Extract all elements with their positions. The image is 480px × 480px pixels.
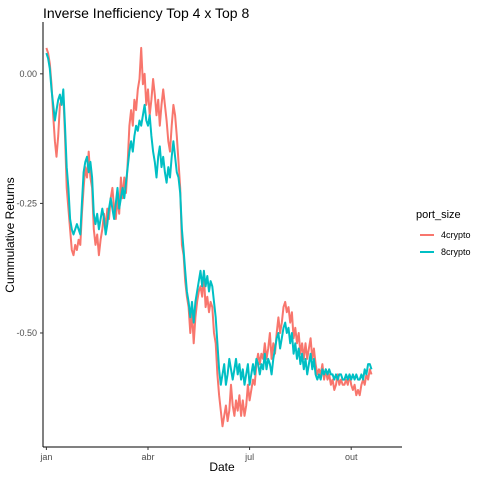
legend-title: port_size	[416, 209, 461, 221]
chart-title: Inverse Inefficiency Top 4 x Top 8	[43, 5, 249, 21]
y-axis-title: Cummulative Returns	[3, 177, 17, 292]
y-tick-label: 0.00	[19, 69, 37, 79]
legend-label-4crypto: 4crypto	[441, 230, 471, 240]
legend-items: 4crypto 8crypto	[420, 230, 471, 257]
x-tick-label: jan	[39, 452, 52, 462]
series-layer	[45, 46, 373, 428]
legend-label-8crypto: 8crypto	[441, 247, 471, 257]
x-tick-label: abr	[141, 452, 154, 462]
legend: port_size 4crypto 8crypto	[416, 209, 471, 257]
y-ticks: 0.00 -0.25 -0.50	[16, 69, 43, 338]
x-axis-title: Date	[209, 460, 235, 474]
y-tick-label: -0.50	[16, 328, 37, 338]
series-line-8crypto	[45, 52, 373, 386]
x-ticks: jan abr jul out	[39, 447, 358, 462]
y-tick-label: -0.25	[16, 198, 37, 208]
x-tick-label: jul	[244, 452, 254, 462]
x-tick-label: out	[345, 452, 358, 462]
series-line-4crypto	[45, 46, 373, 428]
